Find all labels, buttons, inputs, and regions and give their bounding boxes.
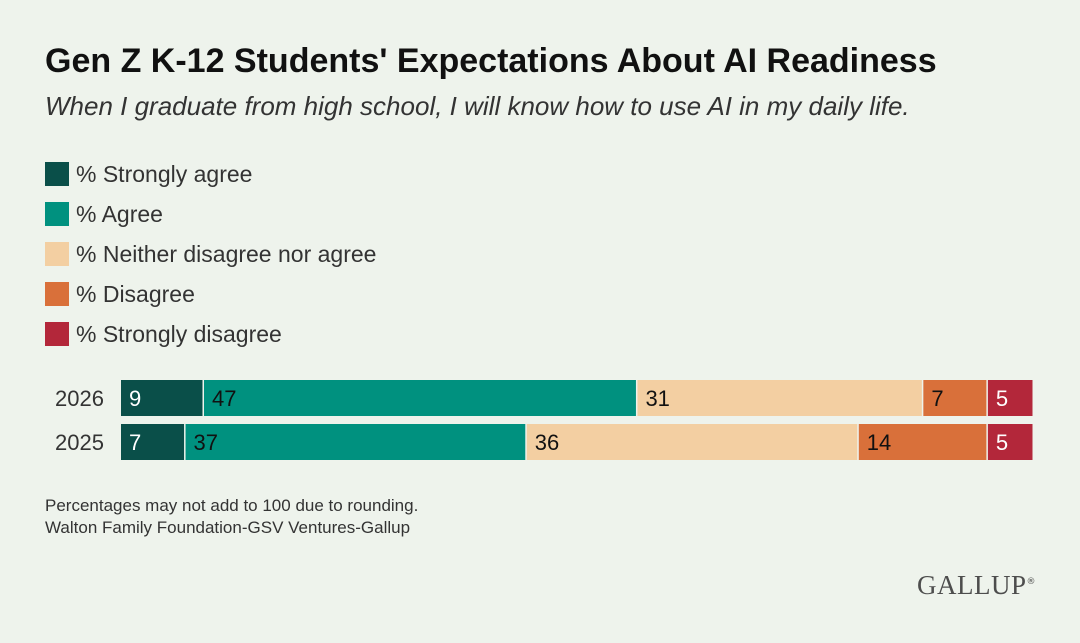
legend: % Strongly agree % Agree % Neither disag… xyxy=(45,154,645,354)
bar-value-label: 31 xyxy=(645,386,669,411)
bar-value-label: 14 xyxy=(867,430,891,455)
bar-row-2025: 2025 7 37 36 14 5 xyxy=(55,424,1033,460)
bar-segment xyxy=(121,424,185,460)
bar-segment xyxy=(121,380,203,416)
gallup-logo: GALLUP® xyxy=(917,570,1036,601)
bar-segment xyxy=(185,424,526,460)
stacked-bar-chart: 2026 9 47 31 7 5 2025 7 37 36 14 5 xyxy=(55,380,1033,460)
bar-value-label: 7 xyxy=(129,430,141,455)
bar-segment xyxy=(637,380,922,416)
bar-value-label: 7 xyxy=(931,386,943,411)
registered-mark: ® xyxy=(1026,577,1036,587)
category-label: 2026 xyxy=(55,386,104,411)
bar-value-label: 37 xyxy=(194,430,218,455)
bar-row-2026: 2026 9 47 31 7 5 xyxy=(55,380,1033,416)
source-note: Walton Family Foundation-GSV Ventures-Ga… xyxy=(45,518,411,537)
bar-segment xyxy=(858,424,987,460)
legend-item-disagree: % Disagree xyxy=(45,274,645,314)
legend-item-agree: % Agree xyxy=(45,194,645,234)
legend-item-strongly-disagree: % Strongly disagree xyxy=(45,314,645,354)
bar-segment xyxy=(987,380,1033,416)
rounding-note: Percentages may not add to 100 due to ro… xyxy=(45,496,419,515)
legend-label: % Disagree xyxy=(76,280,195,307)
legend-swatch xyxy=(45,242,69,266)
legend-swatch xyxy=(45,162,69,186)
bar-value-label: 5 xyxy=(996,430,1008,455)
bar-value-label: 5 xyxy=(996,386,1008,411)
chart-title: Gen Z K-12 Students' Expectations About … xyxy=(45,42,937,80)
legend-label: % Strongly disagree xyxy=(76,320,282,347)
legend-swatch xyxy=(45,322,69,346)
bar-value-label: 9 xyxy=(129,386,141,411)
bar-value-label: 47 xyxy=(212,386,236,411)
legend-label: % Neither disagree nor agree xyxy=(76,240,377,267)
category-label: 2025 xyxy=(55,430,104,455)
legend-item-strongly-agree: % Strongly agree xyxy=(45,154,645,194)
legend-label: % Agree xyxy=(76,200,163,227)
bar-segment xyxy=(204,380,636,416)
chart-subtitle: When I graduate from high school, I will… xyxy=(45,91,910,121)
logo-text: GALLUP xyxy=(917,570,1027,600)
bar-segment xyxy=(923,380,987,416)
legend-swatch xyxy=(45,202,69,226)
legend-item-neither: % Neither disagree nor agree xyxy=(45,234,645,274)
bar-value-label: 36 xyxy=(535,430,559,455)
bar-segment xyxy=(987,424,1033,460)
bar-segment xyxy=(526,424,858,460)
legend-swatch xyxy=(45,282,69,306)
legend-label: % Strongly agree xyxy=(76,160,253,187)
footnote: Percentages may not add to 100 due to ro… xyxy=(45,495,418,539)
